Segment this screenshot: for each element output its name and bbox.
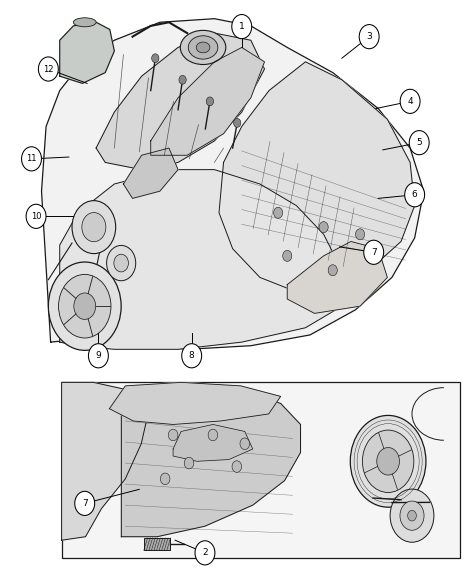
- Polygon shape: [42, 18, 424, 350]
- Polygon shape: [121, 386, 301, 536]
- Circle shape: [359, 25, 379, 49]
- Circle shape: [400, 501, 424, 530]
- Circle shape: [26, 204, 46, 228]
- Circle shape: [184, 457, 194, 469]
- Text: 10: 10: [31, 212, 41, 221]
- Text: 7: 7: [82, 499, 88, 508]
- Circle shape: [377, 447, 400, 475]
- Circle shape: [240, 438, 249, 450]
- Text: 2: 2: [202, 549, 208, 557]
- Text: 5: 5: [416, 138, 422, 147]
- Polygon shape: [151, 48, 264, 155]
- Polygon shape: [62, 382, 149, 540]
- Circle shape: [400, 89, 420, 113]
- Circle shape: [273, 207, 283, 218]
- Circle shape: [168, 429, 178, 441]
- Polygon shape: [173, 424, 253, 461]
- Circle shape: [152, 54, 159, 63]
- Circle shape: [408, 511, 416, 521]
- Ellipse shape: [188, 36, 218, 59]
- Ellipse shape: [180, 30, 226, 64]
- Text: 7: 7: [371, 248, 376, 257]
- Circle shape: [208, 429, 218, 441]
- Polygon shape: [219, 62, 415, 292]
- Circle shape: [195, 540, 215, 565]
- Polygon shape: [60, 170, 342, 350]
- Circle shape: [48, 262, 121, 350]
- Circle shape: [182, 344, 201, 368]
- Circle shape: [283, 250, 292, 262]
- Text: 8: 8: [189, 351, 194, 361]
- Polygon shape: [109, 382, 281, 424]
- Circle shape: [38, 57, 58, 81]
- Circle shape: [82, 213, 106, 242]
- Circle shape: [319, 221, 328, 233]
- FancyBboxPatch shape: [62, 382, 460, 558]
- Text: 3: 3: [366, 32, 372, 41]
- Circle shape: [328, 264, 337, 276]
- Circle shape: [364, 240, 383, 264]
- Circle shape: [206, 97, 213, 106]
- Polygon shape: [123, 148, 178, 198]
- Circle shape: [232, 14, 252, 39]
- Circle shape: [405, 183, 425, 207]
- Circle shape: [107, 246, 136, 281]
- Ellipse shape: [196, 42, 210, 53]
- Text: 6: 6: [412, 190, 418, 200]
- Circle shape: [114, 254, 128, 272]
- Circle shape: [390, 489, 434, 542]
- Ellipse shape: [73, 18, 96, 27]
- Circle shape: [232, 461, 242, 472]
- Circle shape: [21, 147, 41, 171]
- Circle shape: [234, 118, 241, 127]
- Circle shape: [363, 430, 414, 493]
- Circle shape: [75, 491, 95, 515]
- FancyBboxPatch shape: [144, 538, 170, 550]
- Text: 1: 1: [239, 22, 245, 31]
- Circle shape: [356, 229, 365, 240]
- Circle shape: [409, 131, 429, 155]
- Text: 11: 11: [26, 154, 37, 163]
- Text: 4: 4: [407, 97, 413, 106]
- Circle shape: [89, 344, 109, 368]
- Polygon shape: [287, 242, 387, 313]
- Circle shape: [74, 293, 96, 320]
- Polygon shape: [60, 22, 114, 83]
- Circle shape: [160, 473, 170, 485]
- Text: 9: 9: [96, 351, 101, 361]
- Circle shape: [350, 415, 426, 507]
- Circle shape: [72, 201, 116, 254]
- Text: 12: 12: [43, 64, 54, 74]
- Polygon shape: [96, 33, 264, 170]
- Circle shape: [179, 75, 186, 84]
- Circle shape: [59, 274, 111, 338]
